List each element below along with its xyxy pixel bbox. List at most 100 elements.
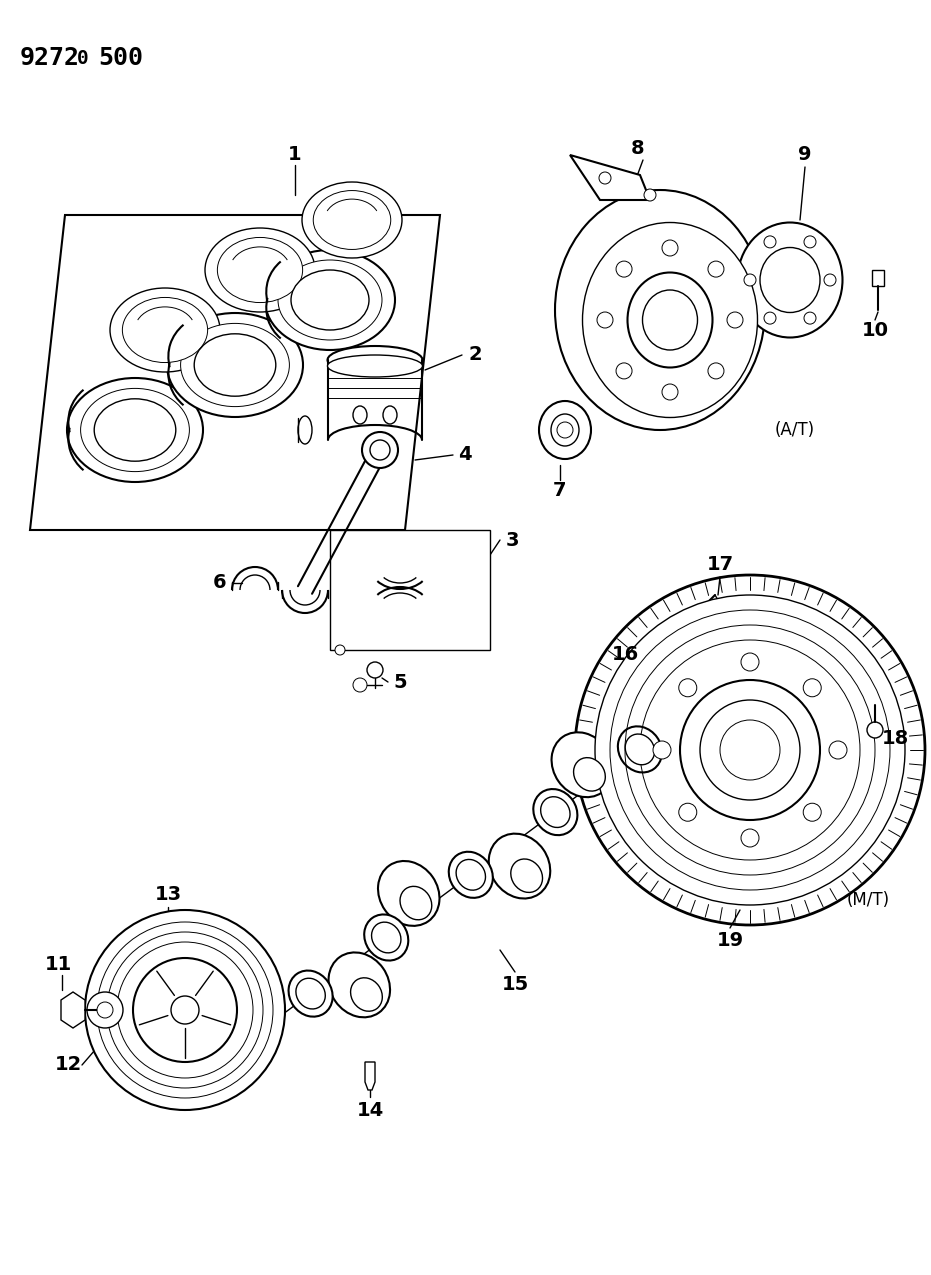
Ellipse shape [195,334,276,397]
Circle shape [680,680,820,820]
Text: 8: 8 [631,139,645,158]
Ellipse shape [511,859,543,892]
Circle shape [133,958,237,1062]
Circle shape [595,595,905,905]
Circle shape [824,274,836,286]
Circle shape [575,575,925,924]
Text: (M/T): (M/T) [846,891,889,909]
Ellipse shape [81,389,189,472]
Text: 13: 13 [155,886,182,904]
Text: 12: 12 [54,1056,82,1075]
Circle shape [85,910,285,1111]
Circle shape [679,803,696,821]
Ellipse shape [181,324,290,407]
Ellipse shape [760,247,820,312]
Ellipse shape [449,852,492,898]
Ellipse shape [627,273,712,367]
Ellipse shape [110,288,220,372]
Ellipse shape [573,757,605,790]
Ellipse shape [378,861,439,926]
Text: (A/T): (A/T) [775,421,815,439]
Polygon shape [30,215,440,530]
Ellipse shape [265,250,395,351]
Circle shape [700,700,800,799]
Ellipse shape [489,834,550,899]
Polygon shape [872,270,884,286]
Ellipse shape [167,312,303,417]
Text: 5: 5 [393,672,407,691]
Circle shape [370,440,390,460]
Circle shape [804,312,816,324]
Polygon shape [570,156,650,200]
Circle shape [335,645,345,655]
Text: 14: 14 [357,1100,384,1119]
Circle shape [362,432,398,468]
Circle shape [803,803,821,821]
Circle shape [662,240,678,256]
Circle shape [353,678,367,692]
Ellipse shape [296,978,325,1009]
Ellipse shape [737,223,843,338]
Text: 9272: 9272 [20,46,80,70]
Text: 16: 16 [612,645,639,664]
Text: 0: 0 [77,48,88,68]
Circle shape [679,678,696,696]
Circle shape [599,172,611,184]
Circle shape [741,829,759,847]
Text: 6: 6 [213,574,227,593]
Circle shape [653,741,671,759]
Ellipse shape [289,970,332,1016]
Ellipse shape [541,797,570,827]
Ellipse shape [400,886,432,919]
Ellipse shape [205,228,315,312]
Circle shape [662,384,678,400]
Ellipse shape [328,354,423,377]
Ellipse shape [302,182,402,258]
Ellipse shape [642,289,697,351]
Text: 2: 2 [468,346,482,365]
Circle shape [764,236,776,247]
Ellipse shape [353,405,367,425]
Circle shape [804,236,816,247]
Ellipse shape [94,399,176,462]
Ellipse shape [329,952,390,1017]
Text: 3: 3 [506,530,519,550]
Text: 18: 18 [882,728,909,747]
Ellipse shape [328,346,423,374]
Ellipse shape [217,237,303,302]
Circle shape [367,662,383,678]
Ellipse shape [298,416,312,444]
Ellipse shape [626,734,654,765]
Text: 500: 500 [98,46,143,70]
Ellipse shape [351,978,383,1011]
Ellipse shape [539,402,591,459]
Circle shape [744,274,756,286]
Ellipse shape [456,859,485,890]
Ellipse shape [371,922,401,952]
Ellipse shape [278,260,382,340]
Ellipse shape [67,377,203,482]
Polygon shape [330,530,490,650]
Circle shape [597,312,613,328]
Ellipse shape [551,732,613,797]
Circle shape [708,363,724,379]
Circle shape [171,996,199,1024]
Text: 15: 15 [502,975,529,994]
Circle shape [720,720,780,780]
Polygon shape [365,1062,375,1090]
Circle shape [764,312,776,324]
Text: 17: 17 [707,556,734,575]
Ellipse shape [364,914,409,960]
Circle shape [616,363,632,379]
Circle shape [616,261,632,277]
Ellipse shape [122,297,208,362]
Polygon shape [61,992,85,1028]
Circle shape [557,422,573,439]
Ellipse shape [383,405,397,425]
Circle shape [87,992,123,1028]
Circle shape [741,653,759,671]
Text: 7: 7 [553,481,567,500]
Text: 9: 9 [798,145,812,164]
Ellipse shape [555,190,765,430]
Ellipse shape [618,727,662,773]
